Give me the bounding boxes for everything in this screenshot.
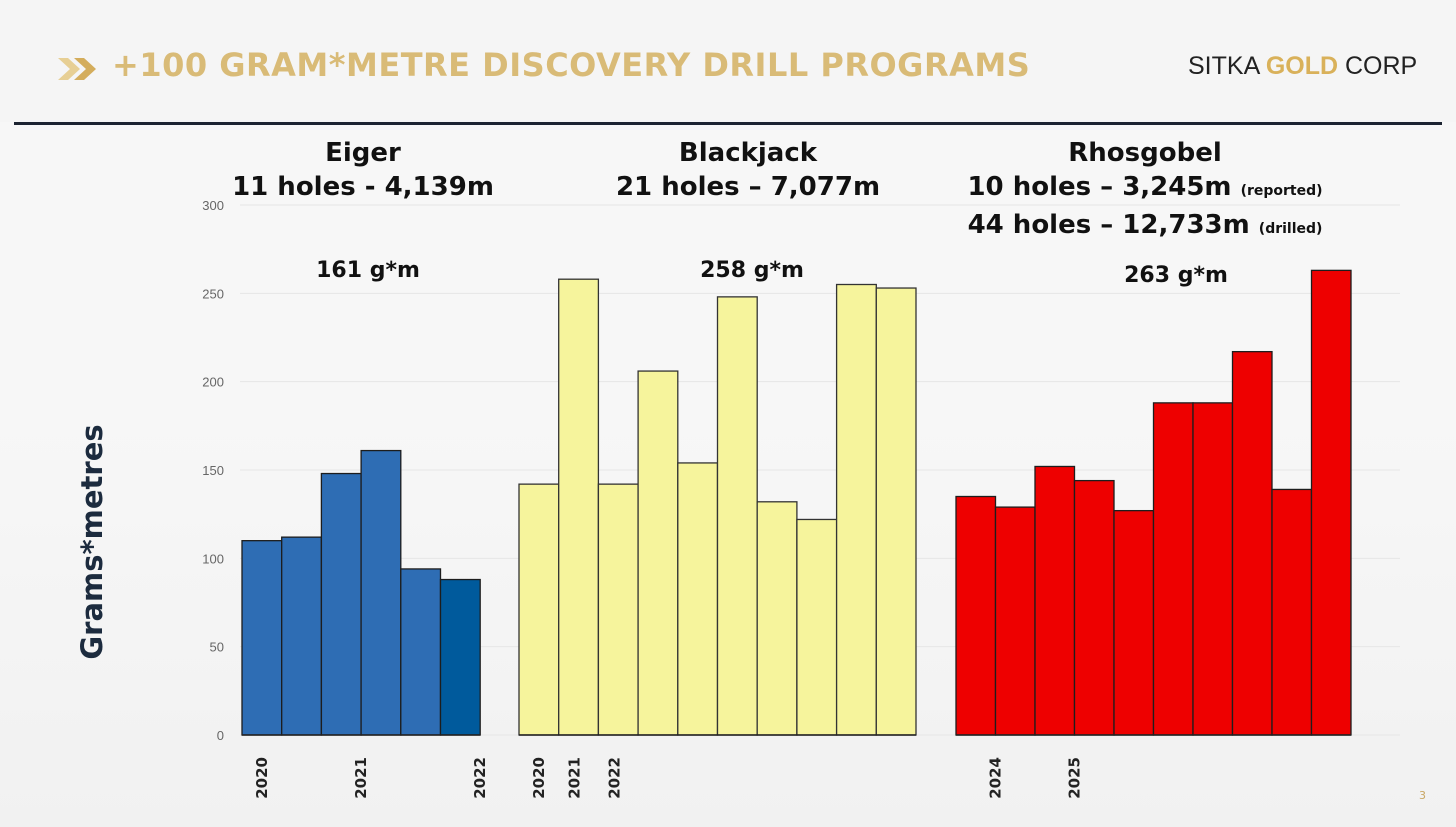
bar-eiger [439,578,481,736]
y-tick-label: 50 [210,640,224,655]
double-chevron-icon [58,58,96,80]
bar-eiger [281,536,323,736]
bar-eiger [320,472,362,736]
bar-rhosgobel [1310,269,1352,736]
bar-blackjack [796,518,838,736]
bar-rhosgobel [1034,465,1076,736]
y-tick-label: 150 [202,463,224,478]
group-header-blackjack: Blackjack 21 holes – 7,077m [616,136,880,204]
y-tick-label: 300 [202,198,224,213]
group-name: Eiger [325,138,401,168]
logo-text-corp: CORP [1338,52,1418,80]
page-number: 3 [1419,789,1426,802]
group-subtitle: 11 holes - 4,139m [232,172,494,202]
bar-blackjack [716,296,758,736]
bar-rhosgobel [1271,488,1313,736]
x-year-label: 2025 [1066,757,1084,799]
bar-blackjack [875,287,917,736]
bar-eiger [400,568,442,736]
x-year-label: 2021 [566,757,584,799]
bar-eiger [360,449,402,736]
bar-rhosgobel [994,506,1036,736]
bar-rhosgobel [1073,479,1115,736]
y-tick-label: 0 [217,728,224,743]
x-year-label: 2020 [530,757,548,799]
group-subtitle: 44 holes – 12,733m (drilled) [967,210,1323,240]
x-year-label: 2024 [987,757,1005,799]
x-year-label: 2021 [352,757,370,799]
bar-rhosgobel [1113,509,1155,736]
bar-rhosgobel [1231,350,1273,736]
y-tick-label: 250 [202,286,224,301]
bar-blackjack [835,283,877,736]
slide-title: +100 GRAM*METRE DISCOVERY DRILL PROGRAMS [112,46,1031,84]
bar-eiger [241,540,283,736]
logo-text-sitka: SITKA [1188,52,1266,80]
bar-rhosgobel [1152,402,1194,736]
group-header-eiger: Eiger 11 holes - 4,139m [232,136,494,204]
group-subtitle: 21 holes – 7,077m [615,172,881,202]
group-name: Blackjack [678,138,818,168]
bar-blackjack [756,501,798,736]
x-year-label: 2020 [253,757,271,799]
bar-blackjack [677,462,719,736]
bar-blackjack [597,483,639,736]
bar-blackjack [518,483,560,736]
bar-rhosgobel [955,495,997,736]
bar-blackjack [637,370,679,736]
group-total-eiger: 161 g*m [316,258,420,283]
x-year-label: 2022 [471,757,489,799]
logo-text-gold: GOLD [1265,52,1339,80]
y-tick-label: 100 [202,551,224,566]
title-divider [14,122,1442,125]
bar-blackjack [558,278,600,736]
title-bar: +100 GRAM*METRE DISCOVERY DRILL PROGRAMS… [0,0,1456,122]
group-total-blackjack: 258 g*m [700,258,804,283]
x-year-label: 2022 [605,757,623,799]
group-header-rhosgobel: Rhosgobel 10 holes – 3,245m (reported) 4… [967,136,1322,246]
group-subtitle: 10 holes – 3,245m (reported) [967,172,1323,202]
bar-rhosgobel [1192,402,1234,736]
y-tick-label: 200 [202,375,224,390]
company-logo: SITKA GOLD CORP [1188,52,1417,81]
group-total-rhosgobel: 263 g*m [1124,263,1228,288]
group-name: Rhosgobel [1068,138,1222,168]
